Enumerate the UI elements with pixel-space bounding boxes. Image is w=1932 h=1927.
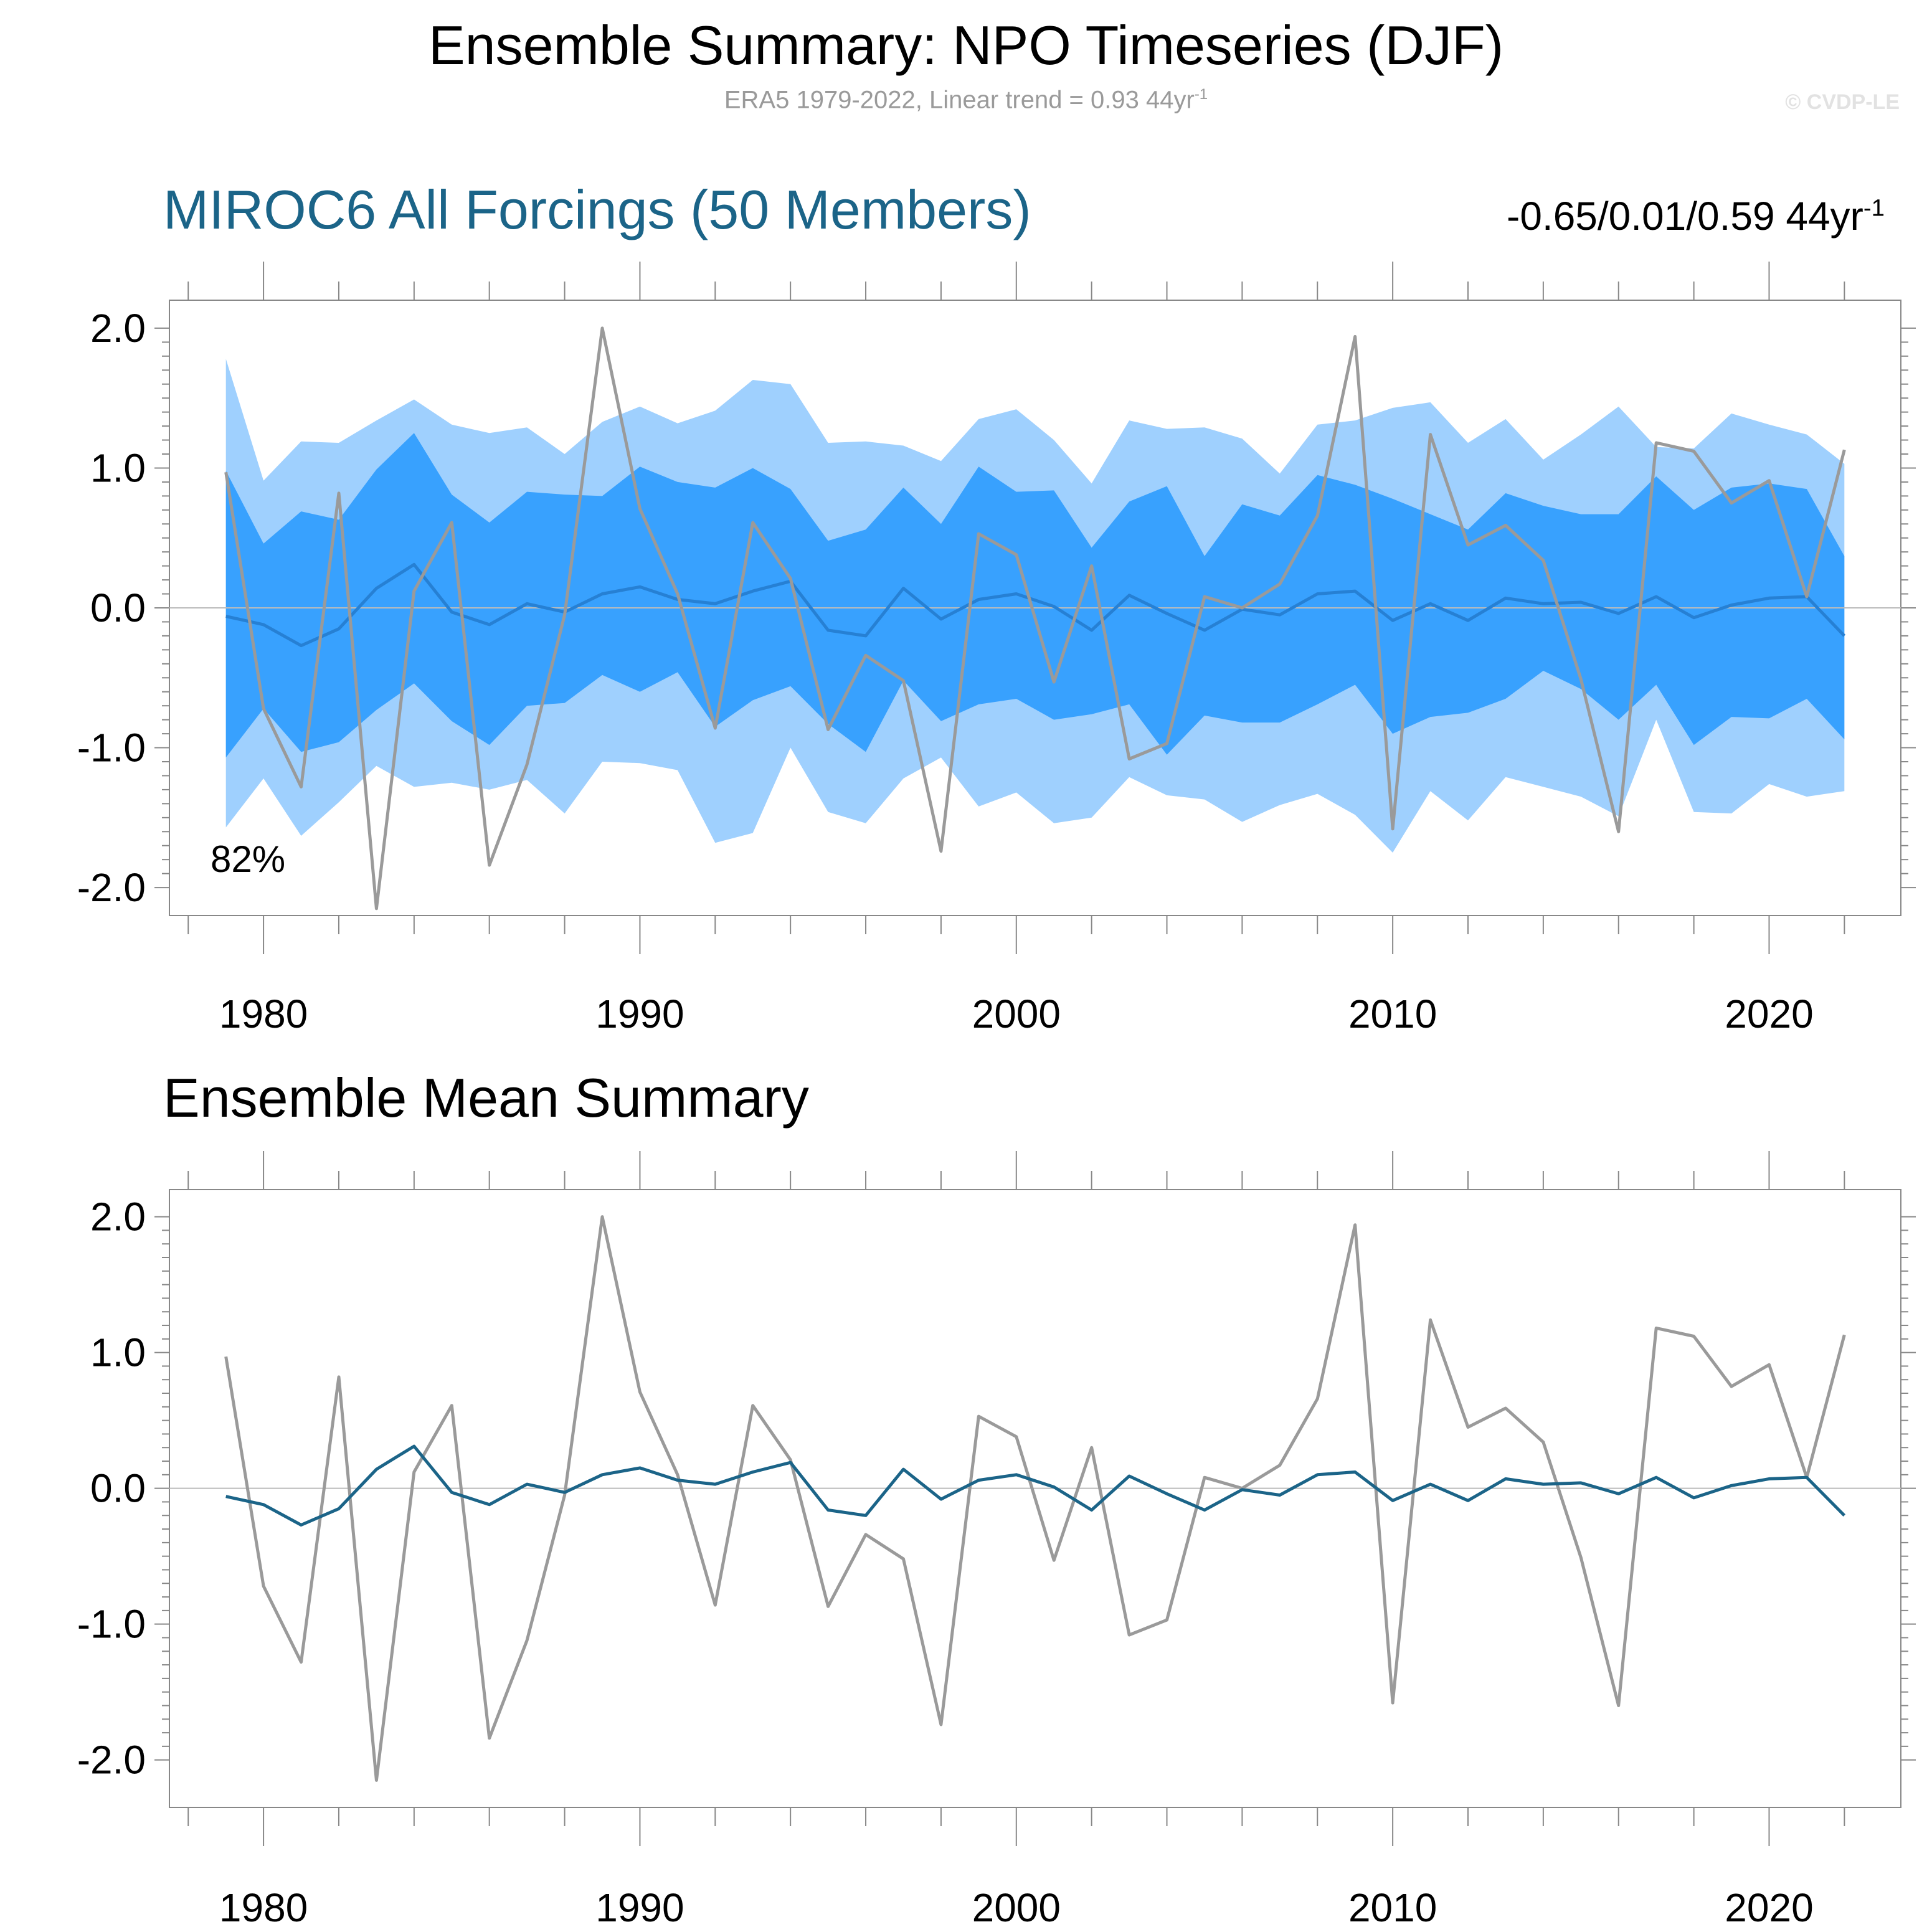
y-tick-label: -1.0 (77, 726, 146, 770)
y-tick-label: -2.0 (77, 1738, 146, 1783)
panel1-title: MIROC6 All Forcings (50 Members) (163, 179, 1031, 240)
y-tick-label: 1.0 (90, 445, 146, 490)
panel2-title: Ensemble Mean Summary (163, 1067, 809, 1129)
x-tick-label: 1980 (219, 1885, 308, 1927)
ensemble-spread-panel: 2.0 1.0 0.0 -1.0 -2.0 1980 1990 2000 2010 2020 82% (77, 262, 1916, 1036)
x-tick-label: 2000 (972, 1885, 1061, 1927)
plot-frame (169, 1189, 1901, 1808)
main-title: Ensemble Summary: NPO Timeseries (DJF) (428, 14, 1504, 76)
y-tick-label: 0.0 (90, 585, 146, 630)
x-tick-label: 2000 (972, 992, 1061, 1036)
y-tick-label: 0.0 (90, 1466, 146, 1511)
subtitle-exponent: -1 (1194, 86, 1208, 103)
inner-spread-band (225, 433, 1845, 758)
y-tick-label: 2.0 (90, 1195, 146, 1239)
x-tick-label: 1980 (219, 992, 308, 1036)
trend-range-text: -0.65/0.01/0.59 44yr (1507, 194, 1863, 239)
x-tick-label: 2010 (1348, 1885, 1437, 1927)
y-tick-label: 1.0 (90, 1330, 146, 1375)
ensemble-mean-line (225, 562, 1846, 648)
trend-range-exponent: -1 (1863, 194, 1885, 222)
y-tick-label: 2.0 (90, 306, 146, 351)
x-tick-label: 2020 (1725, 1885, 1813, 1927)
observations-line (224, 1215, 1846, 1782)
x-tick-label: 2010 (1348, 992, 1437, 1036)
subtitle: ERA5 1979-2022, Linear trend = 0.93 44yr… (0, 86, 1932, 114)
y-tick-label: -1.0 (77, 1602, 146, 1647)
copyright-watermark: © CVDP-LE (1785, 90, 1900, 114)
ensemble-mean-line (225, 1444, 1846, 1527)
observations-line (224, 326, 1846, 911)
x-tick-label: 2020 (1725, 992, 1813, 1036)
percent-annotation: 82% (211, 838, 285, 880)
ensemble-mean-panel: 2.0 1.0 0.0 -1.0 -2.0 1980 1990 2000 2010 2020 (77, 1151, 1916, 1927)
x-tick-label: 1990 (595, 1885, 684, 1927)
subtitle-text: ERA5 1979-2022, Linear trend = 0.93 44yr (724, 86, 1195, 114)
y-tick-label: -2.0 (77, 865, 146, 910)
trend-range-label: -0.65/0.01/0.59 44yr-1 (1507, 193, 1885, 239)
x-tick-label: 1990 (595, 992, 684, 1036)
